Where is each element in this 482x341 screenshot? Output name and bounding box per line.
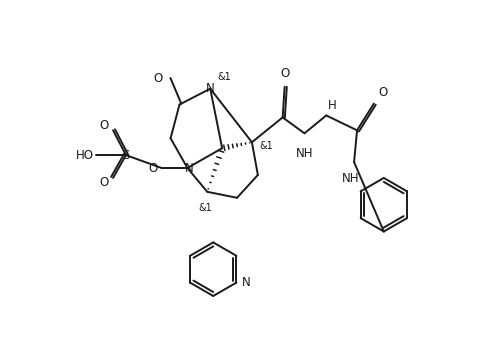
Text: H: H: [328, 99, 336, 112]
Text: N: N: [185, 162, 194, 175]
Text: O: O: [280, 67, 289, 80]
Text: N: N: [206, 82, 214, 95]
Text: S: S: [122, 149, 130, 162]
Text: N: N: [242, 276, 251, 289]
Text: O: O: [153, 72, 162, 85]
Text: O: O: [148, 162, 158, 175]
Text: O: O: [379, 86, 388, 99]
Text: NH: NH: [296, 147, 313, 160]
Text: &1: &1: [217, 72, 231, 82]
Text: NH: NH: [342, 172, 360, 185]
Text: &1: &1: [259, 141, 273, 151]
Text: HO: HO: [76, 149, 94, 162]
Text: O: O: [100, 119, 109, 132]
Text: O: O: [100, 176, 109, 189]
Text: &1: &1: [199, 203, 212, 213]
